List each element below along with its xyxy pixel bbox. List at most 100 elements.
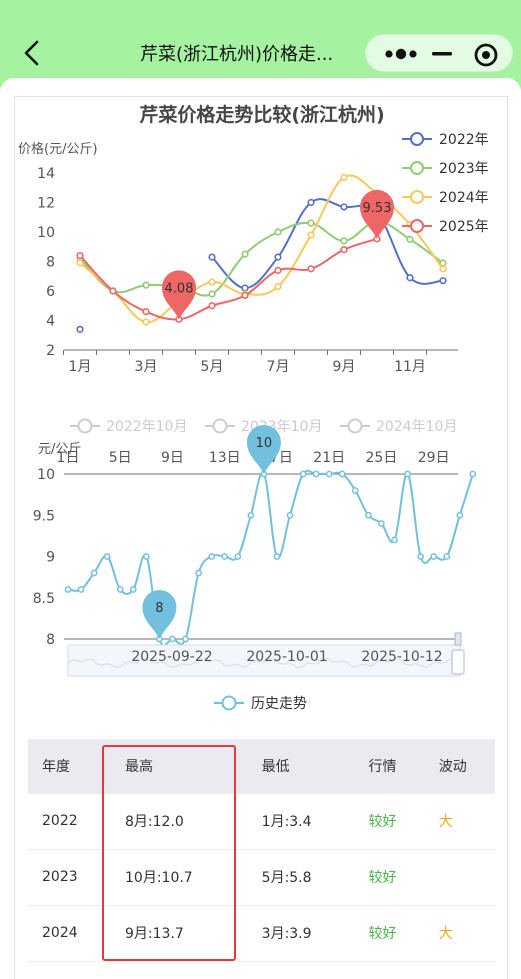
cell-high: 10月:10.7 <box>111 849 248 906</box>
y-axis-label: 价格(元/公斤) <box>18 141 98 157</box>
history-point <box>404 470 411 478</box>
history-point <box>90 569 98 577</box>
highest-column-highlight <box>102 745 236 961</box>
y-tick-label: 12 <box>37 196 55 212</box>
series-2022年-point <box>274 253 282 261</box>
series-2025年-point <box>142 308 150 316</box>
series-2022年-point <box>208 253 216 261</box>
marker-label: 10 <box>256 436 273 451</box>
series-2023年-point <box>406 235 414 243</box>
legend-icon <box>410 219 424 233</box>
x-tick-label: 29日 <box>418 450 450 466</box>
x-tick-label: 21日 <box>313 450 345 466</box>
table-header-row: 年度 最高 最低 行情 波动 <box>28 739 495 794</box>
page-title: 芹菜(浙江杭州)价格走... <box>140 44 334 65</box>
yearly-summary-table: 年度 最高 最低 行情 波动 2022 8月:12.0 1月:3.4 较好 大 … <box>28 739 495 962</box>
history-point <box>443 553 451 560</box>
series-2023年-point <box>307 219 315 227</box>
y-tick-label: 4 <box>46 314 55 330</box>
cell-volatility: 大 <box>424 793 495 850</box>
x-tick-label: 11月 <box>394 359 426 375</box>
x-tick-label: 9月 <box>333 359 356 375</box>
x-tick-label: 5月 <box>201 359 224 375</box>
mini-program-capsule <box>365 34 513 72</box>
marker-pin-shape <box>246 425 281 474</box>
history-point <box>299 470 307 478</box>
close-target-icon[interactable] <box>472 41 500 69</box>
toggle-icon <box>347 418 363 434</box>
history-point <box>325 470 333 478</box>
slider-label: 2025-10-01 <box>246 649 327 665</box>
cell-low: 1月:3.4 <box>247 793 355 850</box>
history-point <box>77 586 85 593</box>
series-2025年-point <box>307 265 315 273</box>
cell-year: 2024 <box>28 905 112 962</box>
cell-trend: 较好 <box>354 849 425 906</box>
col-high: 最高 <box>111 739 248 794</box>
y-tick-label: 6 <box>46 284 55 300</box>
history-point <box>338 470 346 478</box>
history-point <box>430 553 438 560</box>
series-2024年-point <box>208 278 216 286</box>
y-tick-label: 8 <box>46 632 55 648</box>
series-2023年-point <box>142 281 150 289</box>
y-tick-label: 9.5 <box>33 508 55 524</box>
back-arrow-icon[interactable] <box>18 38 48 68</box>
series-2023年-point <box>208 290 216 298</box>
marker-pin: 10 <box>246 425 281 474</box>
history-point <box>286 511 294 519</box>
series-2022年-point <box>307 198 315 207</box>
table-row: 2024 9月:13.7 3月:3.9 较好 大 <box>28 905 495 962</box>
history-point <box>169 635 176 643</box>
toggle-icon <box>212 418 228 434</box>
series-2025年-point <box>274 266 282 274</box>
series-2024年-point <box>439 265 447 273</box>
marker-label: 8 <box>155 601 163 616</box>
history-point <box>64 586 72 593</box>
y-tick-label: 8 <box>46 255 55 271</box>
history-point <box>234 553 242 560</box>
legend-label: 2023年 <box>439 161 489 177</box>
cell-low: 5月:5.8 <box>247 849 355 906</box>
legend-label: 历史走势 <box>251 696 307 712</box>
series-2024年-point <box>274 282 282 291</box>
series-2025年-point <box>109 287 117 295</box>
marker-pin-shape <box>162 270 196 320</box>
series-2024年-point <box>142 318 150 326</box>
history-point <box>391 536 398 544</box>
history-point <box>273 553 281 560</box>
history-point <box>182 635 189 643</box>
x-tick-label: 3月 <box>135 359 158 375</box>
history-point <box>417 553 424 560</box>
table-row: 2022 8月:12.0 1月:3.4 较好 大 <box>28 793 495 850</box>
marker-label: 4.08 <box>165 281 194 296</box>
x-tick-label: 13日 <box>209 450 241 466</box>
slider-preview <box>67 657 461 671</box>
cell-volatility: 大 <box>424 905 495 962</box>
history-point <box>351 487 359 494</box>
y-tick-label: 2 <box>46 343 55 359</box>
slider-handle <box>451 649 465 675</box>
col-low: 最低 <box>247 739 355 794</box>
slider-label: 2025-09-22 <box>131 649 212 665</box>
y-tick-label: 14 <box>37 166 55 182</box>
toggle-icon <box>77 418 93 434</box>
y-axis-label-2: 元/公斤 <box>38 442 81 457</box>
history-point <box>247 511 255 519</box>
table-row: 2023 10月:10.7 5月:5.8 较好 <box>28 849 495 906</box>
series-2025年-point <box>208 302 216 310</box>
series-2022年-point <box>406 274 414 282</box>
col-year: 年度 <box>28 739 112 794</box>
x-tick-label: 7月 <box>267 359 290 375</box>
more-icon[interactable] <box>384 47 418 61</box>
series-2023年-point <box>340 237 348 245</box>
history-point <box>378 520 385 527</box>
history-point <box>103 553 111 560</box>
cell-trend: 较好 <box>354 905 425 962</box>
history-point <box>143 553 150 560</box>
minimize-icon[interactable] <box>428 39 456 69</box>
history-point <box>195 569 202 577</box>
toggle-label: 2022年10月 <box>106 419 187 435</box>
x-tick-label: 5日 <box>109 450 132 466</box>
series-2025年-point <box>241 291 249 300</box>
